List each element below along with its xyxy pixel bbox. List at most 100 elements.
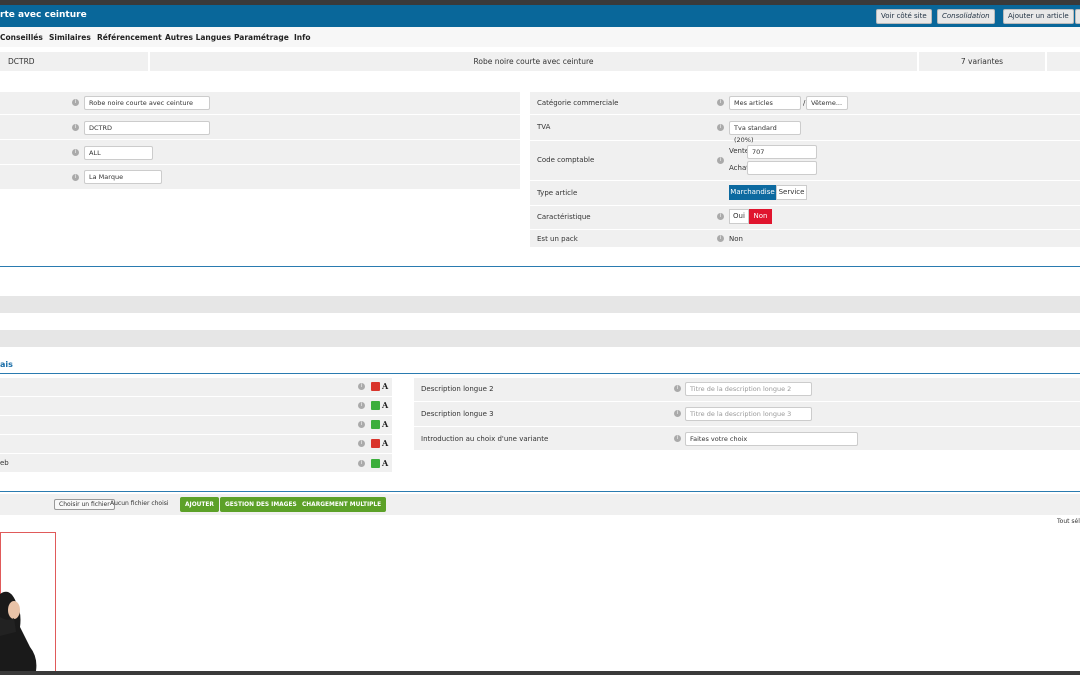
figure-skin [8,601,20,619]
row-separator [0,415,392,416]
product-image[interactable] [0,532,56,672]
brand-select[interactable]: La Marque [84,170,162,184]
add-button[interactable]: AJOUTER [180,497,219,512]
file-button[interactable]: Choisir un fichier [54,499,115,510]
info-icon[interactable]: i [72,149,79,156]
collapsed-section [0,330,1080,347]
sale-input[interactable]: 707 [747,145,817,159]
header: rte avec ceinture Voir côté site Consoli… [0,5,1080,27]
status-ok [371,420,380,429]
row-separator [530,205,1080,206]
row-separator [0,139,520,140]
language-icon[interactable]: A [382,419,389,429]
info-icon[interactable]: i [717,99,724,106]
status-ok [371,401,380,410]
row-separator [0,164,520,165]
consolidation-button[interactable]: Consolidation [937,9,995,24]
toggle-option-active[interactable]: Non [749,209,772,224]
top-bar [0,0,1080,5]
status-missing [371,439,380,448]
tab[interactable]: Similaires [49,33,91,42]
tva-select[interactable]: Tva standard (20%) [729,121,801,144]
name-input[interactable]: Robe noire courte avec ceinture [84,96,210,110]
info-icon[interactable]: i [358,460,365,467]
bottom-bar [0,671,1080,675]
tab[interactable]: Référencement [97,33,162,42]
info-icon[interactable]: i [717,157,724,164]
info-icon[interactable]: i [674,410,681,417]
field-label: Introduction au choix d'une variante [421,435,549,443]
more-button[interactable] [1075,9,1080,24]
info-icon[interactable]: i [717,235,724,242]
row-separator [0,453,392,454]
row-separator [530,114,1080,115]
field-label: eb [0,459,9,467]
tab[interactable]: Conseillés [0,33,43,42]
section-divider [0,491,1080,492]
section-divider [0,373,1080,374]
info-icon[interactable]: i [717,124,724,131]
toggle-option[interactable]: Service [776,185,807,200]
row-separator [530,140,1080,141]
field-label: TVA [537,123,551,131]
info-icon[interactable]: i [358,402,365,409]
row-separator [530,229,1080,230]
figure-top [0,617,16,636]
sale-label: Vente [729,147,750,155]
language-icon[interactable]: A [382,400,389,410]
tab[interactable]: Autres Langues [165,33,232,42]
tab[interactable]: Info [294,33,311,42]
summary-name: Robe noire courte avec ceinture [150,52,917,71]
purchase-label: Achat [729,164,749,172]
multi-upload-button[interactable]: CHARGEMENT MULTIPLE [297,497,387,512]
info-icon[interactable]: i [717,213,724,220]
text-input[interactable]: Titre de la description longue 2 [685,382,812,396]
toggle-option-active[interactable]: Marchandise [729,185,776,200]
info-icon[interactable]: i [674,385,681,392]
tab[interactable]: Paramétrage [234,33,289,42]
field-label: Catégorie commerciale [537,99,619,107]
info-icon[interactable]: i [358,383,365,390]
info-icon[interactable]: i [72,99,79,106]
field-label: Caractéristique [537,213,591,221]
info-icon[interactable]: i [674,435,681,442]
category-select[interactable]: Mes articles [729,96,801,110]
row-separator [414,401,1080,402]
row-separator [414,426,1080,427]
info-icon[interactable]: i [358,421,365,428]
info-icon[interactable]: i [358,440,365,447]
language-icon[interactable]: A [382,381,389,391]
add-article-button[interactable]: Ajouter un article [1003,9,1074,24]
tab-bar [0,27,1080,47]
field-label: Code comptable [537,156,595,164]
row-separator [0,396,392,397]
reference-input[interactable]: DCTRD [84,121,210,135]
info-icon[interactable]: i [72,174,79,181]
select-all[interactable]: Tout sél [1057,518,1080,525]
code-input[interactable]: ALL [84,146,153,160]
view-site-button[interactable]: Voir côté site [876,9,932,24]
language-icon[interactable]: A [382,438,389,448]
row-separator [530,180,1080,181]
text-list [0,378,392,472]
separator: / [803,99,806,107]
row-separator [0,434,392,435]
text-input[interactable]: Titre de la description longue 3 [685,407,812,421]
summary-cell [1047,52,1080,71]
field-label: Description longue 3 [421,410,494,418]
info-icon[interactable]: i [72,124,79,131]
status-ok [371,459,380,468]
text-input[interactable]: Faites votre choix [685,432,858,446]
language-icon[interactable]: A [382,458,389,468]
section-divider [0,266,1080,267]
file-status: Aucun fichier choisi [110,500,169,507]
images-button[interactable]: GESTION DES IMAGES [220,497,302,512]
field-value: Non [729,235,743,243]
summary-reference: DCTRD [0,52,148,71]
toggle-option[interactable]: Oui [729,209,749,224]
field-label: Description longue 2 [421,385,494,393]
purchase-input[interactable] [747,161,817,175]
subcategory-select[interactable]: Vêteme... [806,96,848,110]
field-label: Est un pack [537,235,578,243]
